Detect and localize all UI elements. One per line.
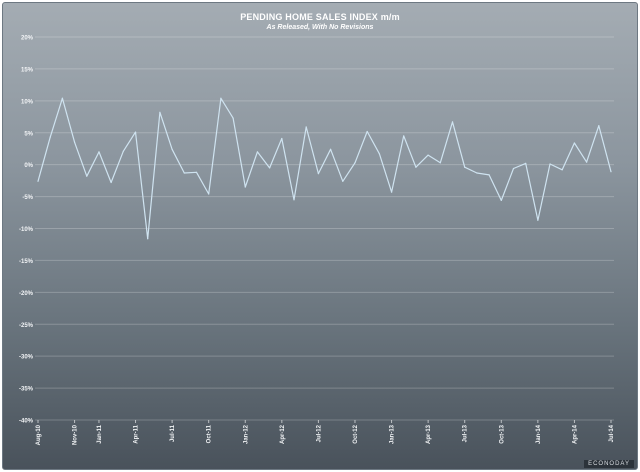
data-point-Jun-14	[598, 125, 600, 127]
data-point-Mar-11	[122, 150, 124, 152]
data-point-Apr-12	[281, 137, 283, 140]
y-tick-label-3: 5%	[24, 131, 33, 137]
y-tick-label-2: 10%	[21, 99, 34, 105]
y-tick-label-4: 0%	[24, 163, 33, 169]
x-tick-label-9: Oct-12	[353, 424, 359, 443]
data-point-Sep-13	[488, 174, 490, 176]
data-point-Feb-11	[110, 181, 112, 184]
data-point-Mar-12	[269, 167, 271, 169]
x-tick-label-3: Apr-11	[134, 424, 140, 443]
x-tick-label-16: Jul-14	[609, 424, 615, 442]
y-axis-ticks: 20% 15% 10% 5% 0% -5% -10% -15% -20% -25% -30% -35%…	[19, 36, 34, 425]
data-point-Jul-14	[610, 171, 612, 173]
data-point-Aug-10	[37, 180, 39, 182]
data-point-May-12	[293, 199, 295, 201]
data-point-Jan-11	[98, 151, 100, 153]
data-point-Jul-11	[171, 148, 173, 150]
data-point-Oct-10	[61, 97, 63, 99]
data-point-Jul-12	[317, 173, 320, 175]
data-point-Oct-13	[500, 199, 502, 202]
chart-title: PENDING HOME SALES INDEX m/m	[240, 12, 400, 22]
y-tick-label-0: 20%	[21, 36, 34, 42]
data-point-May-11	[147, 238, 149, 240]
data-point-Jan-14	[537, 219, 539, 221]
x-tick-label-0: Aug-10	[36, 424, 42, 445]
x-tick-label-1: Nov-10	[73, 424, 79, 445]
x-tick-label-15: Apr-14	[572, 424, 578, 444]
data-point-Jan-12	[244, 186, 246, 188]
y-tick-label-11: -35%	[19, 387, 34, 393]
x-tick-label-10: Jan-13	[390, 424, 396, 444]
data-point-Oct-12	[354, 162, 356, 164]
data-point-Dec-11	[232, 117, 234, 119]
data-point-Dec-13	[525, 162, 527, 164]
data-point-Aug-11	[183, 172, 185, 174]
y-tick-label-12: -40%	[19, 419, 34, 425]
data-point-Nov-12	[366, 130, 368, 133]
data-point-Aug-12	[329, 148, 332, 150]
x-tick-label-13: Oct-13	[499, 424, 505, 443]
data-point-Feb-14	[549, 163, 551, 165]
y-tick-label-7: -15%	[19, 259, 34, 265]
y-tick-label-6: -10%	[19, 227, 34, 233]
series-layer	[37, 97, 612, 240]
gridlines	[35, 36, 614, 421]
data-point-Jun-11	[159, 111, 161, 113]
data-point-Jun-13	[451, 121, 454, 123]
data-point-Jan-13	[390, 191, 393, 193]
data-point-Nov-11	[220, 97, 222, 99]
data-point-Sep-12	[342, 180, 344, 182]
series-line	[37, 97, 612, 240]
y-tick-label-1: 15%	[21, 67, 34, 73]
x-tick-label-5: Oct-11	[207, 424, 213, 443]
data-point-Apr-13	[427, 154, 429, 156]
data-point-Mar-13	[415, 166, 417, 168]
data-point-Feb-12	[256, 151, 259, 153]
x-tick-label-7: Apr-12	[280, 424, 286, 444]
y-tick-label-8: -20%	[19, 291, 34, 297]
x-tick-label-4: Jul-11	[170, 424, 176, 442]
chart-subtitle: As Released, With No Revisions	[266, 24, 374, 31]
line-chart: 20% 15% 10% 5% 0% -5% -10% -15% -20% -25% -30% -35%…	[19, 36, 615, 446]
x-axis-ticks: Aug-10 Nov-10 Jan-11 Apr-11 Jul-11 Oct-11 Jan-…	[36, 420, 615, 445]
data-point-Sep-11	[195, 171, 198, 173]
x-tick-label-8: Jul-12	[316, 424, 322, 442]
x-tick-label-2: Jan-11	[97, 424, 103, 443]
y-tick-label-10: -30%	[19, 355, 34, 361]
data-point-Sep-10	[49, 136, 51, 138]
data-point-Dec-12	[378, 153, 380, 155]
data-point-Aug-13	[476, 172, 478, 174]
data-point-Apr-11	[134, 131, 137, 133]
data-point-May-13	[439, 162, 441, 164]
data-point-Jul-13	[464, 166, 466, 168]
data-point-Nov-10	[73, 141, 76, 143]
y-tick-label-5: -5%	[22, 195, 33, 201]
data-point-Nov-13	[512, 167, 515, 170]
data-point-Oct-11	[208, 193, 210, 195]
data-point-Dec-10	[86, 175, 88, 177]
data-point-Apr-14	[573, 142, 576, 144]
x-tick-label-6: Jan-12	[243, 424, 249, 444]
y-tick-label-9: -25%	[19, 323, 34, 329]
data-point-Feb-13	[403, 135, 405, 137]
data-point-May-14	[586, 161, 588, 163]
x-tick-label-14: Jan-14	[536, 424, 542, 444]
x-tick-label-11: Apr-13	[426, 424, 432, 444]
data-point-Mar-14	[561, 169, 563, 171]
data-point-Jun-12	[305, 126, 307, 128]
x-tick-label-12: Jul-13	[463, 424, 469, 442]
source-watermark: ECONODAY	[584, 460, 634, 468]
